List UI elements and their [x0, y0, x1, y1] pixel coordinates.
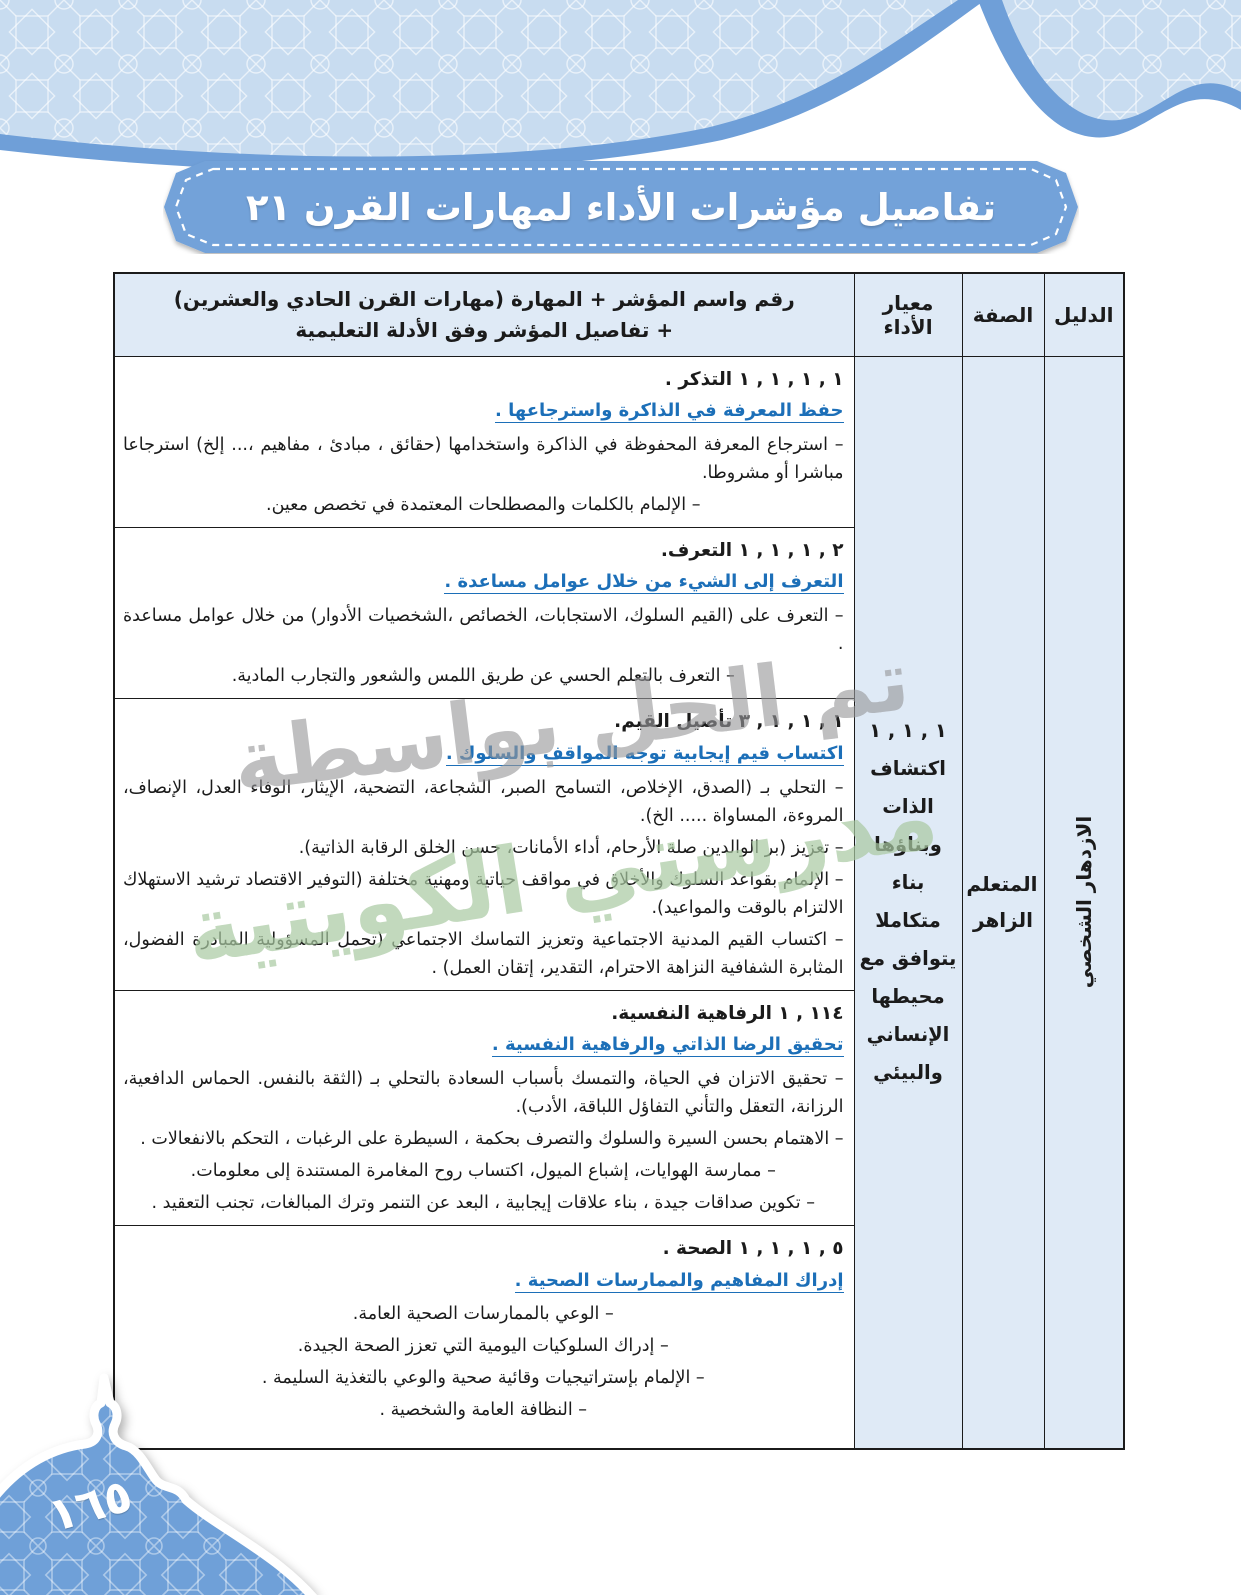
indicator-cell-recognition: ١ , ١ , ١ , ٢ التعرف. التعرف إلى الشيء م… — [113, 526, 855, 700]
standard-text: اكتشاف الذات وبناؤها بناء متكاملا يتوافق… — [859, 756, 957, 1085]
indicator-code: ٣ , ١ , ١ , ١ — [738, 711, 844, 733]
indicator-title: التذكر . — [664, 368, 733, 390]
indicator-bullet: – الوعي بالممارسات الصحية العامة. — [352, 1304, 614, 1325]
table-row: ١ , ١ , ١ , ٥ الصحة . إدراك المفاهيم وال… — [113, 1225, 1124, 1450]
table-row: ١ , ١١٤ الرفاهية النفسية. تحقيق الرضا ال… — [113, 989, 1124, 1227]
footer-dome-ornament — [0, 1373, 318, 1595]
indicator-code-line: ١ , ١ , ١ , ٢ التعرف. — [123, 536, 844, 566]
header-main-line2: + تفاصيل المؤشر وفق الأدلة التعليمية — [295, 317, 674, 342]
table-row: ٣ , ١ , ١ , ١ تأصيل القيم. اكتساب قيم إي… — [113, 698, 1124, 991]
indicator-cell-remembering: ١ , ١ , ١ , ١ التذكر . حفظ المعرفة في ال… — [113, 355, 855, 528]
indicator-title: الرفاهية النفسية. — [611, 1002, 772, 1024]
evidence-cell: الازدهار الشخصي — [1043, 355, 1125, 1450]
table-header-row: الدليل الصفة معيار الأداء رقم واسم المؤش… — [113, 272, 1125, 357]
indicator-bullet: – الإلمام بالكلمات والمصطلحات المعتمدة ف… — [266, 494, 701, 515]
evidence-vertical-text: الازدهار الشخصي — [1071, 815, 1096, 989]
indicator-bullet: – ممارسة الهوايات، إشباع الميول، اكتساب … — [190, 1161, 776, 1182]
indicator-cell-wellbeing: ١ , ١١٤ الرفاهية النفسية. تحقيق الرضا ال… — [113, 989, 855, 1227]
indicator-heading: إدراك المفاهيم والممارسات الصحية . — [514, 1269, 844, 1293]
indicator-code-line: ١ , ١١٤ الرفاهية النفسية. — [123, 999, 844, 1029]
indicator-bullet: – استرجاع المعرفة المحفوظة في الذاكرة وا… — [123, 434, 844, 483]
table-row: ١ , ١ , ١ , ٢ التعرف. التعرف إلى الشيء م… — [113, 526, 1124, 700]
indicator-bullet: – النظافة العامة والشخصية . — [379, 1400, 588, 1421]
standard-code: ١ , ١ , ١ — [869, 718, 947, 742]
indicator-heading: حفظ المعرفة في الذاكرة واسترجاعها . — [495, 400, 844, 424]
indicator-code: ١ , ١١٤ — [778, 1002, 844, 1024]
indicator-bullet: – إدراك السلوكيات اليومية التي تعزز الصح… — [297, 1336, 669, 1357]
indicator-bullet: – الإلمام بقواعد السلوك والأخلاق في مواق… — [123, 869, 844, 918]
indicator-bullet: – التعرف على (القيم السلوك، الاستجابات، … — [123, 606, 844, 655]
indicator-title: الصحة . — [662, 1238, 733, 1260]
title-banner: تفاصيل مؤشرات الأداء لمهارات القرن ٢١ — [163, 160, 1079, 254]
indicator-bullet: – التحلي بـ (الصدق، الإخلاص، التسامح الص… — [123, 777, 844, 826]
indicator-code: ١ , ١ , ١ , ٢ — [738, 539, 844, 561]
indicator-code-line: ١ , ١ , ١ , ٥ الصحة . — [123, 1234, 844, 1264]
indicator-bullet: – تعزيز (بر الوالدين صلة الأرحام، أداء ا… — [298, 837, 844, 858]
header-evidence: الدليل — [1043, 272, 1125, 357]
indicator-bullet: – التعرف بالتعلم الحسي عن طريق اللمس وال… — [231, 666, 735, 687]
indicator-code-line: ٣ , ١ , ١ , ١ تأصيل القيم. — [123, 707, 844, 737]
indicator-heading: تحقيق الرضا الذاتي والرفاهية النفسية . — [491, 1034, 844, 1058]
attribute-cell: المتعلم الزاهر — [961, 355, 1045, 1450]
indicator-bullet: – الاهتمام بحسن السيرة والسلوك والتصرف ب… — [140, 1129, 844, 1150]
indicator-title: تأصيل القيم. — [614, 711, 733, 733]
indicator-bullet: – اكتساب القيم المدنية الاجتماعية وتعزيز… — [123, 929, 844, 978]
header-attribute: الصفة — [961, 272, 1045, 357]
indicator-code-line: ١ , ١ , ١ , ١ التذكر . — [123, 365, 844, 395]
header-main: رقم واسم المؤشر + المهارة (مهارات القرن … — [113, 272, 855, 357]
indicator-title: التعرف. — [660, 539, 733, 561]
indicator-cell-health: ١ , ١ , ١ , ٥ الصحة . إدراك المفاهيم وال… — [113, 1225, 855, 1450]
top-decoration-pattern — [0, 0, 1241, 170]
indicator-bullet: – تحقيق الاتزان في الحياة، والتمسك بأسبا… — [123, 1069, 844, 1118]
standard-cell: ١ , ١ , ١ اكتشاف الذات وبناؤها بناء متكا… — [853, 355, 963, 1450]
indicators-table: الدليل الصفة معيار الأداء رقم واسم المؤش… — [113, 272, 1125, 1450]
indicator-code: ١ , ١ , ١ , ٥ — [738, 1238, 844, 1260]
table-row: الازدهار الشخصي المتعلم الزاهر ١ , ١ , ١… — [113, 355, 1125, 1450]
indicator-code: ١ , ١ , ١ , ١ — [738, 368, 844, 390]
indicator-cell-values: ٣ , ١ , ١ , ١ تأصيل القيم. اكتساب قيم إي… — [113, 698, 855, 991]
indicator-heading: اكتساب قيم إيجابية توجه المواقف والسلوك … — [445, 742, 844, 766]
indicator-heading: التعرف إلى الشيء من خلال عوامل مساعدة . — [444, 571, 844, 595]
header-main-line1: رقم واسم المؤشر + المهارة (مهارات القرن … — [173, 286, 795, 311]
title-banner-shape — [164, 161, 1078, 253]
page-title: تفاصيل مؤشرات الأداء لمهارات القرن ٢١ — [245, 185, 997, 229]
indicator-bullet: – تكوين صداقات جيدة ، بناء علاقات إيجابي… — [151, 1193, 815, 1214]
indicator-bullet: – الإلمام بإستراتيجيات وقائية صحية والوع… — [261, 1368, 705, 1389]
header-standard: معيار الأداء — [853, 272, 963, 357]
